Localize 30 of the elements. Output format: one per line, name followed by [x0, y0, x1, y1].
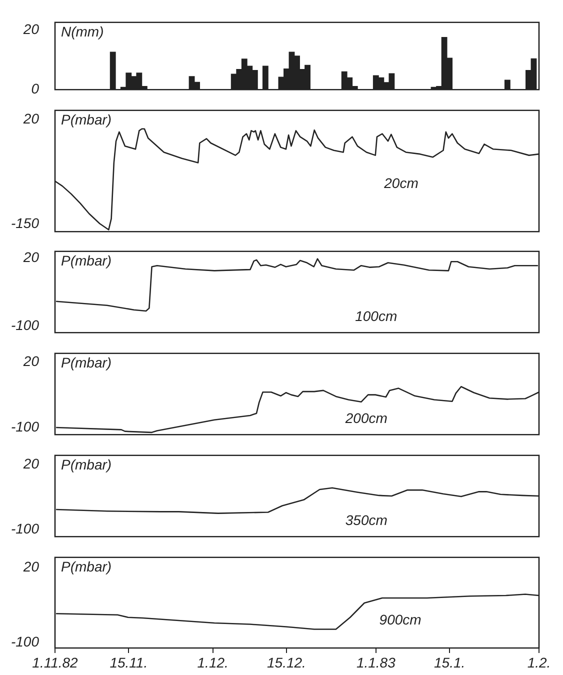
series-label: 200cm [344, 410, 388, 426]
series-label: 20cm [383, 174, 419, 191]
y-tick-label: 20 [22, 21, 40, 38]
x-tick-label: 1.12. [197, 654, 228, 670]
series-label: 350cm [345, 512, 388, 528]
x-tick-label: 1.11.82 [32, 654, 78, 670]
y-tick-label: -150 [10, 215, 40, 232]
y-tick-label: 20 [22, 558, 40, 574]
y-tick-label: 20 [22, 455, 40, 472]
y-axis-title: P(mbar) [61, 111, 112, 128]
y-axis-title: P(mbar) [61, 558, 112, 574]
x-tick-label: 1.1.83 [356, 654, 396, 670]
x-tick-label: 15.12. [267, 654, 306, 670]
x-tick-label: 15.11. [110, 654, 148, 670]
y-axis-title: P(mbar) [61, 354, 112, 370]
x-tick-label: 15.1. [434, 654, 466, 670]
series-label: 900cm [379, 611, 422, 628]
y-tick-label: -100 [10, 418, 40, 434]
y-tick-label: -100 [10, 633, 40, 650]
text: 100cm [355, 308, 398, 324]
y-tick-label: 0 [31, 80, 40, 96]
y-tick-label: -100 [10, 317, 40, 334]
y-axis-title: N(mm) [61, 23, 104, 40]
y-tick-label: 20 [22, 249, 40, 266]
y-tick-label: 20 [22, 110, 40, 127]
x-tick-label: 1.2. [527, 654, 551, 670]
y-axis-title: P(mbar) [61, 252, 112, 268]
y-tick-label: -100 [10, 520, 40, 536]
y-tick-label: 20 [22, 353, 40, 370]
y-axis-title: P(mbar) [61, 456, 112, 472]
